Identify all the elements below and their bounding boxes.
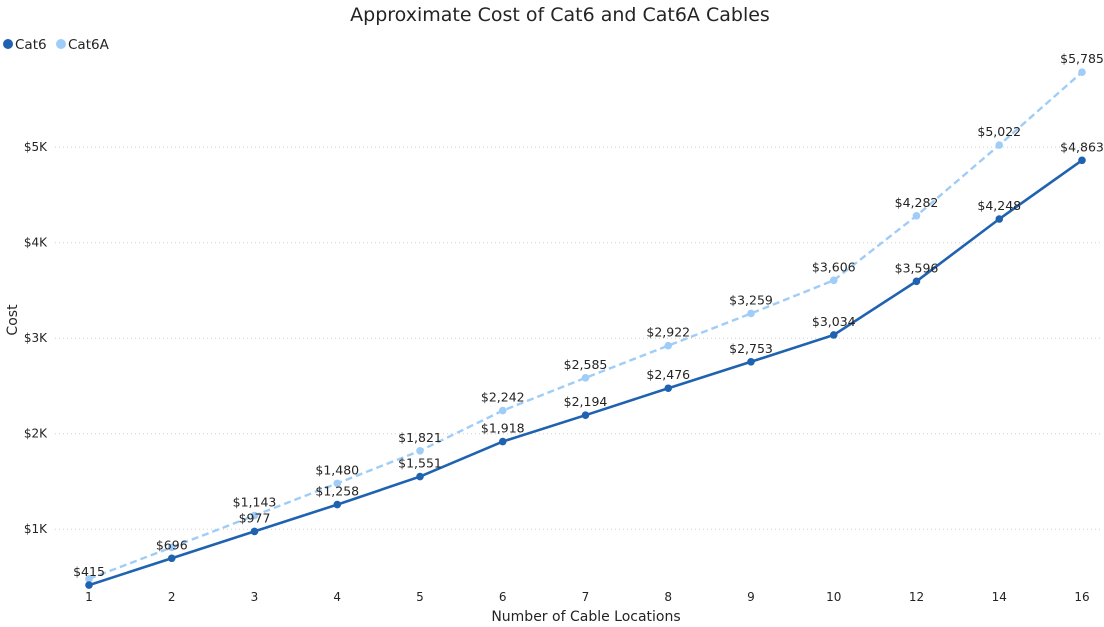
data-label-cat6: $696 [156, 537, 188, 552]
x-tick-label: 4 [333, 590, 341, 604]
y-axis: $1K $2K $3K $4K $5K [24, 140, 48, 536]
x-tick-label: 1 [85, 590, 93, 604]
data-label-cat6a: $2,585 [564, 357, 608, 372]
data-point-cat6 [912, 277, 921, 286]
x-tick-label: 10 [826, 590, 841, 604]
data-point-cat6a [581, 374, 590, 382]
data-point-cat6a [995, 141, 1004, 149]
data-point-cat6a [85, 575, 93, 583]
data-point-cat6a [167, 543, 176, 552]
data-label-cat6: $2,476 [646, 367, 690, 382]
data-point-cat6a [829, 276, 838, 285]
x-tick-label: 12 [909, 590, 924, 604]
data-label-cat6a: $3,259 [729, 292, 773, 307]
data-point-cat6 [250, 527, 259, 536]
data-point-cat6a [912, 211, 921, 220]
y-tick-label: $5K [24, 140, 48, 154]
data-point-cat6a [664, 341, 673, 350]
data-point-cat6 [581, 411, 590, 419]
data-label-cat6: $415 [73, 564, 105, 579]
y-axis-title: Cost [5, 304, 21, 336]
data-label-cat6: $4,863 [1060, 139, 1104, 154]
data-label-cat6a: $1,821 [398, 430, 442, 445]
x-axis: 1 2 3 4 5 6 7 8 9 10 12 14 16 [85, 590, 1089, 604]
x-axis-title: Number of Cable Locations [491, 609, 680, 625]
data-point-cat6a [498, 406, 507, 415]
data-label-cat6: $3,596 [895, 260, 939, 275]
data-label-cat6a: $4,282 [895, 195, 939, 210]
data-point-cat6 [747, 357, 755, 366]
data-point-cat6 [416, 472, 424, 481]
x-tick-label: 16 [1074, 590, 1089, 604]
data-label-cat6a: $1,143 [233, 495, 277, 510]
data-point-cat6 [995, 215, 1004, 223]
x-tick-label: 9 [747, 590, 755, 604]
data-label-cat6: $4,248 [977, 198, 1021, 213]
x-tick-label: 7 [582, 590, 590, 604]
data-point-cat6a [1078, 68, 1086, 77]
data-point-cat6 [1078, 156, 1086, 165]
data-point-cat6 [333, 500, 342, 509]
legend-marker-cat6 [3, 39, 13, 49]
y-tick-label: $1K [24, 522, 48, 536]
gridlines [55, 146, 1100, 530]
data-point-cat6a [747, 309, 755, 318]
data-label-cat6a: $5,785 [1060, 51, 1104, 66]
legend-label-cat6a[interactable]: Cat6A [68, 37, 110, 53]
series-layer: $415 $696 $977 $1,258 $1,551 $1,918 $2,194 $2,4… [73, 51, 1104, 589]
data-label-cat6: $2,194 [564, 394, 608, 409]
x-tick-label: 5 [416, 590, 424, 604]
legend-marker-cat6a [56, 39, 66, 49]
data-label-cat6: $1,258 [315, 484, 359, 499]
data-label-cat6a: $3,606 [812, 259, 856, 274]
data-label-cat6: $3,034 [812, 314, 856, 329]
data-point-cat6a [416, 447, 424, 455]
chart-title: Approximate Cost of Cat6 and Cat6A Cable… [350, 4, 770, 26]
x-tick-label: 8 [664, 590, 672, 604]
x-tick-label: 2 [168, 590, 176, 604]
data-point-cat6 [167, 554, 176, 563]
x-tick-label: 14 [992, 590, 1007, 604]
data-point-cat6 [85, 581, 93, 589]
data-label-cat6: $977 [239, 510, 271, 525]
data-label-cat6: $1,918 [481, 421, 525, 436]
legend-label-cat6[interactable]: Cat6 [15, 37, 47, 53]
x-tick-label: 3 [251, 590, 259, 604]
data-point-cat6 [829, 331, 838, 339]
data-label-cat6a: $1,480 [315, 462, 359, 477]
data-label-cat6: $2,753 [729, 341, 773, 356]
data-label-cat6a: $2,242 [481, 390, 525, 405]
data-label-cat6a: $5,022 [977, 124, 1021, 139]
data-point-cat6a [333, 479, 342, 488]
data-label-cat6: $1,551 [398, 456, 442, 471]
y-tick-label: $3K [24, 331, 48, 345]
data-label-cat6a: $2,922 [646, 325, 690, 340]
data-point-cat6 [498, 437, 507, 446]
x-tick-label: 6 [499, 590, 507, 604]
y-tick-label: $4K [24, 236, 48, 250]
legend: Cat6 Cat6A [3, 37, 110, 53]
data-point-cat6 [664, 384, 673, 393]
y-tick-label: $2K [24, 427, 48, 441]
data-point-cat6a [250, 511, 259, 520]
